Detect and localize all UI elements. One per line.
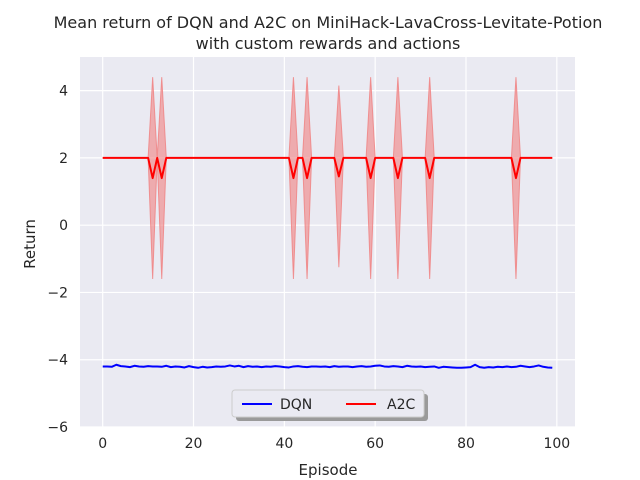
line-a2c <box>102 156 553 180</box>
legend: DQN A2C <box>231 389 428 421</box>
line-dqn <box>102 363 553 369</box>
y-axis-ticks: −6 −4 −2 0 2 4 <box>47 84 68 436</box>
y-tick-label: −4 <box>47 353 68 369</box>
x-tick-label: 100 <box>543 436 570 452</box>
x-tick-label: 40 <box>275 436 293 452</box>
legend-label-a2c: A2C <box>387 397 415 413</box>
chart-subtitle: with custom rewards and actions <box>196 34 461 53</box>
y-tick-label: 4 <box>59 84 68 100</box>
x-axis-ticks: 0 20 40 60 80 100 <box>98 436 570 452</box>
x-tick-label: 0 <box>98 436 107 452</box>
legend-label-dqn: DQN <box>280 397 312 413</box>
x-axis-label: Episode <box>299 461 358 479</box>
x-tick-label: 60 <box>366 436 384 452</box>
y-tick-label: −2 <box>47 285 68 301</box>
y-axis-label: Return <box>21 219 39 269</box>
y-tick-label: 0 <box>59 218 68 234</box>
x-tick-label: 20 <box>185 436 203 452</box>
series-lines <box>102 156 553 369</box>
legend-box <box>231 389 425 418</box>
chart-title: Mean return of DQN and A2C on MiniHack-L… <box>54 13 603 32</box>
x-tick-label: 80 <box>457 436 475 452</box>
y-tick-label: −6 <box>47 420 68 436</box>
y-tick-label: 2 <box>59 151 68 167</box>
